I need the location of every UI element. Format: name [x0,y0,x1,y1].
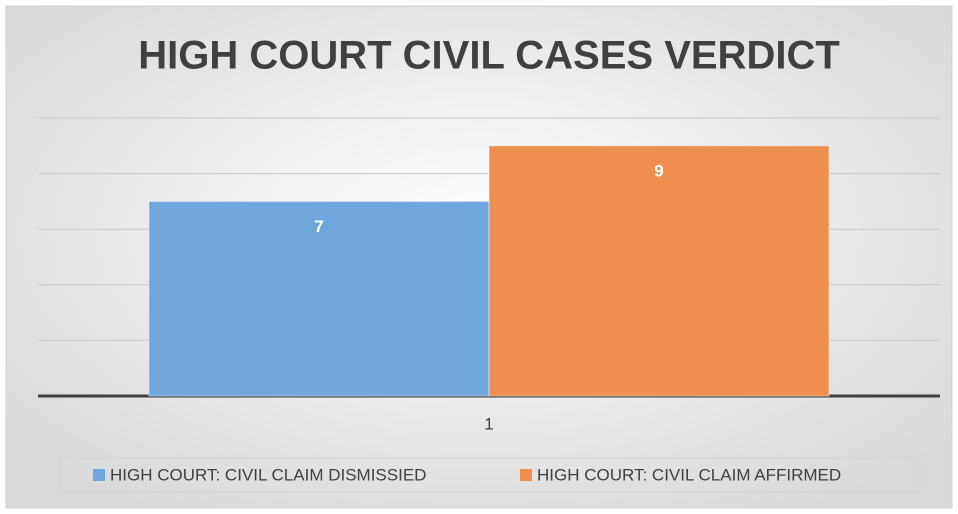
data-label: 9 [654,161,663,180]
legend-label: HIGH COURT: CIVIL CLAIM DISMISSIED [110,465,426,484]
legend-swatch [520,469,532,481]
legend-swatch [93,469,105,481]
x-tick-label: 1 [484,414,493,433]
bar [148,200,490,397]
legend-label: HIGH COURT: CIVIL CLAIM AFFIRMED [537,465,841,484]
chart-title: HIGH COURT CIVIL CASES VERDICT [138,34,840,78]
data-label: 7 [314,217,323,236]
bar [488,145,830,397]
legend-box [59,457,921,493]
